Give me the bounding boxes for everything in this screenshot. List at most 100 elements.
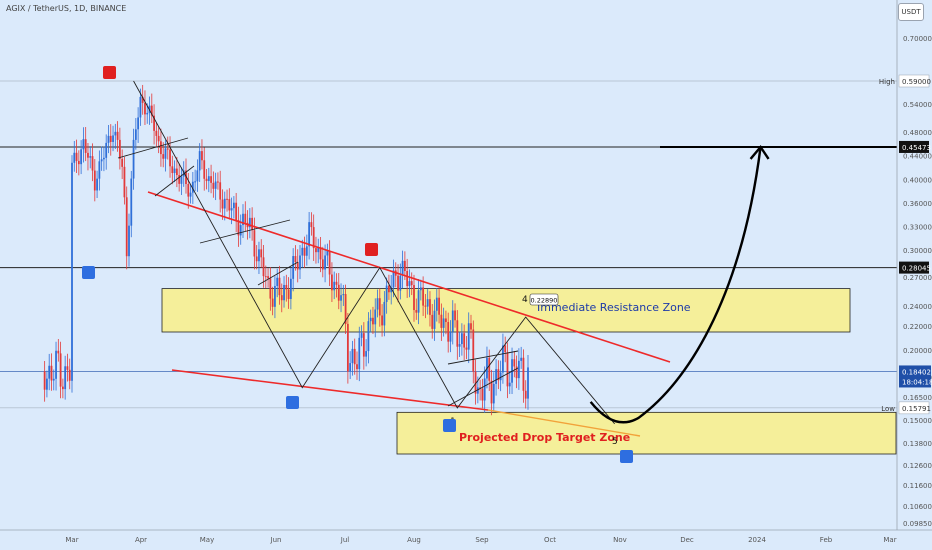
candle-body (64, 366, 67, 390)
candle-body (442, 318, 445, 328)
candle-body (198, 151, 201, 171)
candle-body (328, 250, 331, 275)
candle-body (155, 130, 158, 136)
candle-body (196, 170, 199, 182)
candle-body (372, 317, 374, 325)
candle-body (522, 357, 525, 391)
candle-body (349, 363, 352, 372)
candle-body (105, 142, 108, 158)
resistance-zone-label: Immediate Resistance Zone (537, 301, 691, 314)
candle-body (96, 178, 98, 191)
candle-body (353, 348, 356, 365)
price-label-name: Low (881, 405, 895, 413)
candle-body (112, 135, 114, 142)
candle-body (381, 315, 383, 326)
candle-body (144, 102, 146, 115)
candle-body (456, 320, 459, 347)
candle-body (440, 314, 443, 328)
candle-body (187, 184, 190, 197)
candle-body (201, 151, 203, 161)
candle-body (285, 284, 288, 290)
candle-body (43, 371, 46, 390)
candle-body (296, 262, 299, 270)
candle-body (451, 310, 454, 332)
candle-body (319, 246, 322, 260)
candle-body (52, 378, 55, 381)
candle-body (410, 281, 413, 286)
candle-body (132, 139, 135, 179)
candle-body (157, 135, 160, 142)
candle-body (310, 222, 313, 228)
y-tick-label: 0.20000 (903, 347, 932, 355)
support-extension (487, 409, 641, 437)
candle-body (251, 217, 254, 231)
candle-body (255, 256, 258, 262)
candle-body (292, 256, 295, 279)
y-tick-label: 0.12600 (903, 462, 932, 470)
candle-body (447, 322, 450, 342)
support-trendline (171, 369, 489, 411)
candle-body (369, 317, 372, 322)
candle-body (162, 154, 165, 159)
x-tick-label: May (200, 536, 214, 544)
price-label-box (899, 365, 931, 388)
currency-button[interactable]: USDT (898, 3, 924, 21)
wave-4-price: 0.22890 (531, 297, 558, 305)
price-label-value: 0.18402 (902, 368, 931, 376)
candle-body (221, 199, 224, 209)
candle-body (73, 152, 76, 163)
candle-body (502, 345, 504, 373)
thumbs-down-icon (365, 243, 378, 256)
y-tick-label: 0.10600 (903, 503, 932, 511)
y-tick-label: 0.70000 (903, 35, 932, 43)
candle-body (89, 156, 92, 158)
thumbs-up-icon (286, 396, 299, 409)
candle-body (438, 297, 440, 315)
candle-body (326, 250, 329, 256)
candle-body (150, 105, 153, 116)
candle-body (267, 276, 269, 279)
candle-body (495, 369, 497, 384)
candle-body (388, 285, 390, 293)
candle-body (403, 260, 406, 272)
candle-body (517, 360, 520, 379)
flag-line (447, 350, 519, 365)
candle-body (93, 170, 96, 191)
price-label-box (898, 401, 930, 415)
candle-body (406, 271, 409, 287)
projection-arrowhead (749, 144, 770, 160)
candle-body (48, 365, 51, 379)
candle-body (321, 259, 324, 270)
candle-body (125, 197, 128, 257)
thumbs-down-icon (103, 66, 116, 79)
y-tick-label: 0.11600 (903, 482, 932, 490)
candle-body (264, 276, 267, 278)
candle-body (419, 287, 422, 291)
price-label-box (899, 261, 929, 274)
candle-body (205, 178, 208, 182)
candle-body (392, 270, 395, 288)
candle-body (61, 386, 64, 390)
candle-body (114, 131, 117, 136)
candle-body (527, 367, 529, 399)
candle-body (244, 213, 247, 223)
candle-body (128, 225, 130, 257)
y-tick-label: 0.13800 (903, 440, 932, 448)
y-tick-label: 0.40000 (903, 176, 932, 184)
candle-body (116, 131, 119, 140)
y-tick-label: 0.09850 (903, 520, 932, 528)
candle-body (490, 380, 493, 404)
candle-body (333, 281, 336, 291)
candle-body (98, 161, 101, 179)
candle-body (46, 378, 48, 390)
candle-body (483, 378, 486, 401)
candle-body (335, 281, 338, 285)
candle-body (378, 298, 381, 316)
candle-body (77, 160, 80, 165)
candle-body (415, 310, 418, 313)
target-zone-label: Projected Drop Target Zone (459, 431, 630, 444)
candle-body (399, 275, 402, 291)
candle-body (356, 364, 358, 370)
x-tick-label: Aug (407, 536, 421, 544)
